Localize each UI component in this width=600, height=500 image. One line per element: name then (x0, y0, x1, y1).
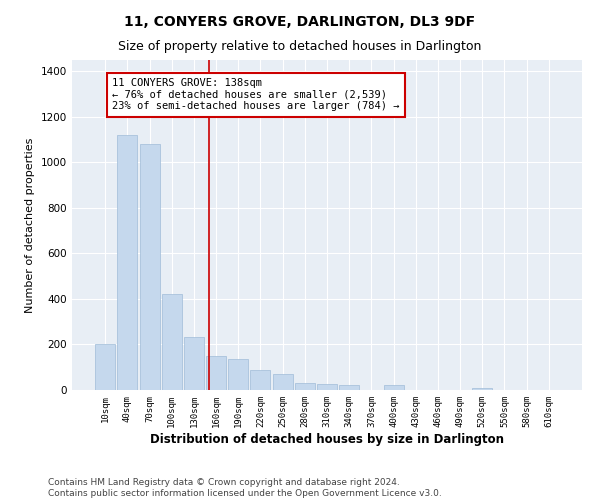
Bar (339, 386, 359, 390)
Text: 11 CONYERS GROVE: 138sqm
← 76% of detached houses are smaller (2,539)
23% of sem: 11 CONYERS GROVE: 138sqm ← 76% of detach… (112, 78, 400, 112)
Bar (295, 383, 315, 390)
Y-axis label: Number of detached properties: Number of detached properties (25, 138, 35, 312)
Bar (250, 370, 271, 390)
Bar (228, 360, 248, 390)
Bar (383, 386, 404, 390)
X-axis label: Distribution of detached houses by size in Darlington: Distribution of detached houses by size … (150, 432, 504, 446)
Text: Size of property relative to detached houses in Darlington: Size of property relative to detached ho… (118, 40, 482, 53)
Bar (206, 356, 226, 390)
Bar (472, 388, 492, 390)
Bar (95, 344, 115, 390)
Bar (272, 374, 293, 390)
Bar (184, 336, 204, 390)
Bar (118, 135, 137, 390)
Bar (140, 144, 160, 390)
Bar (317, 384, 337, 390)
Text: Contains HM Land Registry data © Crown copyright and database right 2024.
Contai: Contains HM Land Registry data © Crown c… (48, 478, 442, 498)
Bar (162, 294, 182, 390)
Text: 11, CONYERS GROVE, DARLINGTON, DL3 9DF: 11, CONYERS GROVE, DARLINGTON, DL3 9DF (124, 15, 476, 29)
